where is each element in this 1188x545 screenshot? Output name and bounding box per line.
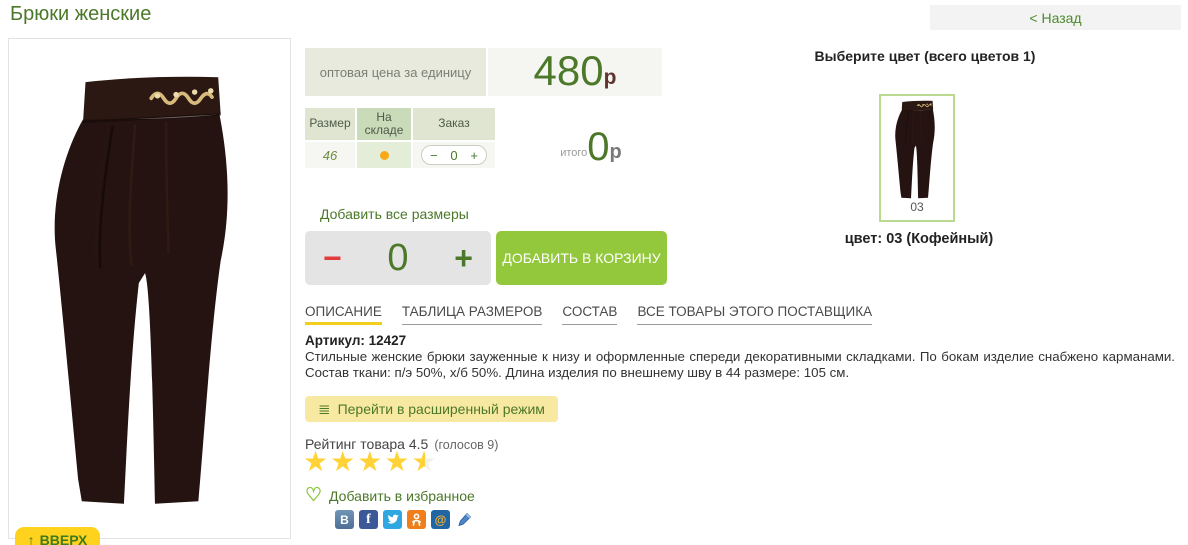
row-plus-button[interactable]: + — [470, 147, 478, 163]
vk-share-icon[interactable]: В — [335, 510, 354, 529]
add-all-sizes-label[interactable]: Добавить все размеры — [320, 206, 469, 222]
total-label: итого — [560, 147, 588, 159]
product-image — [8, 38, 291, 539]
size-value: 46 — [322, 147, 338, 163]
page-title: Брюки женские — [10, 3, 152, 25]
star-icon[interactable]: ★ — [330, 446, 358, 477]
total-price: итого 0 р — [516, 126, 666, 168]
tab-supplier-products[interactable]: ВСЕ ТОВАРЫ ЭТОГО ПОСТАВЩИКА — [637, 304, 873, 325]
product-description: Стильные женские брюки зауженные к низу … — [305, 349, 1175, 381]
sku-label: Артикул: 12427 — [305, 333, 407, 348]
color-swatch-03[interactable]: 03 — [879, 94, 955, 222]
rating-stars: ★★★★★ — [303, 448, 439, 476]
main-quantity-value[interactable]: 0 — [387, 237, 409, 279]
scroll-up-button[interactable]: ↑ ВВЕРХ — [15, 527, 100, 545]
tab-size-chart[interactable]: ТАБЛИЦА РАЗМЕРОВ — [401, 304, 543, 325]
main-quantity-stepper[interactable]: − 0 + — [305, 231, 491, 285]
main-minus-button[interactable]: − — [323, 240, 342, 276]
odnoklassniki-share-icon[interactable] — [407, 510, 426, 529]
unit-price-value: 480 р — [488, 48, 662, 96]
favorite-label: Добавить в избранное — [329, 487, 475, 504]
add-to-cart-button[interactable]: ДОБАВИТЬ В КОРЗИНУ — [496, 231, 667, 285]
star-icon[interactable]: ★ — [303, 446, 331, 477]
rating-label: Рейтинг товара 4.5 — [305, 436, 429, 452]
price-number: 480 — [533, 47, 604, 94]
row-quantity-stepper[interactable]: − 0 + — [421, 145, 487, 165]
main-plus-button[interactable]: + — [454, 240, 473, 276]
rating-votes: (голосов 9) — [434, 438, 499, 452]
in-stock-dot-icon — [379, 150, 389, 160]
extended-mode-button[interactable]: ≣ Перейти в расширенный режим — [305, 396, 558, 422]
stock-cell — [357, 142, 411, 168]
color-picker-title: Выберите цвет (всего цветов 1) — [814, 48, 1036, 64]
row-minus-button[interactable]: − — [430, 147, 438, 163]
size-table-header-stock: На складе — [357, 108, 411, 140]
heart-icon: ♡ — [305, 485, 323, 506]
facebook-share-icon[interactable]: f — [359, 510, 378, 529]
row-quantity-value[interactable]: 0 — [450, 147, 458, 163]
extended-mode-label: Перейти в расширенный режим — [337, 401, 545, 417]
up-arrow-icon: ↑ — [27, 532, 35, 545]
price-currency: р — [603, 66, 617, 89]
odnoklassniki-person-icon — [412, 513, 421, 526]
up-button-label: ВВЕРХ — [39, 532, 88, 545]
twitter-share-icon[interactable] — [383, 510, 402, 529]
star-icon[interactable]: ★ — [357, 446, 385, 477]
edit-pen-icon[interactable] — [455, 510, 474, 529]
size-table: Размер На складе Заказ 46 − 0 + — [305, 108, 495, 168]
selected-color-caption: цвет: 03 (Кофейный) — [844, 231, 994, 247]
half-star-icon[interactable]: ★ — [411, 446, 439, 477]
tab-description[interactable]: ОПИСАНИЕ — [305, 304, 382, 325]
total-number: 0 — [587, 125, 610, 169]
swatch-trousers-image — [885, 98, 949, 200]
size-table-header-size: Размер — [305, 108, 355, 140]
back-button[interactable]: < Назад — [930, 5, 1181, 30]
trousers-image — [26, 49, 274, 527]
swatch-label: 03 — [910, 200, 924, 214]
rating-line: Рейтинг товара 4.5 (голосов 9) — [305, 436, 498, 452]
size-cell: 46 — [305, 142, 355, 168]
size-table-header-order: Заказ — [413, 108, 495, 140]
total-currency: р — [609, 141, 622, 163]
add-to-favorites[interactable]: ♡ Добавить в избранное — [305, 486, 475, 505]
order-cell: − 0 + — [413, 142, 495, 168]
unit-price-label: оптовая цена за единицу — [305, 48, 486, 96]
list-icon: ≣ — [318, 401, 331, 418]
star-icon[interactable]: ★ — [384, 446, 412, 477]
twitter-bird-icon — [387, 514, 399, 524]
mailru-share-icon[interactable]: @ — [431, 510, 450, 529]
pen-icon — [458, 512, 472, 527]
tab-bar: ОПИСАНИЕ ТАБЛИЦА РАЗМЕРОВ СОСТАВ ВСЕ ТОВ… — [305, 304, 873, 325]
tab-composition[interactable]: СОСТАВ — [562, 304, 618, 325]
share-bar: В f @ — [335, 510, 474, 529]
